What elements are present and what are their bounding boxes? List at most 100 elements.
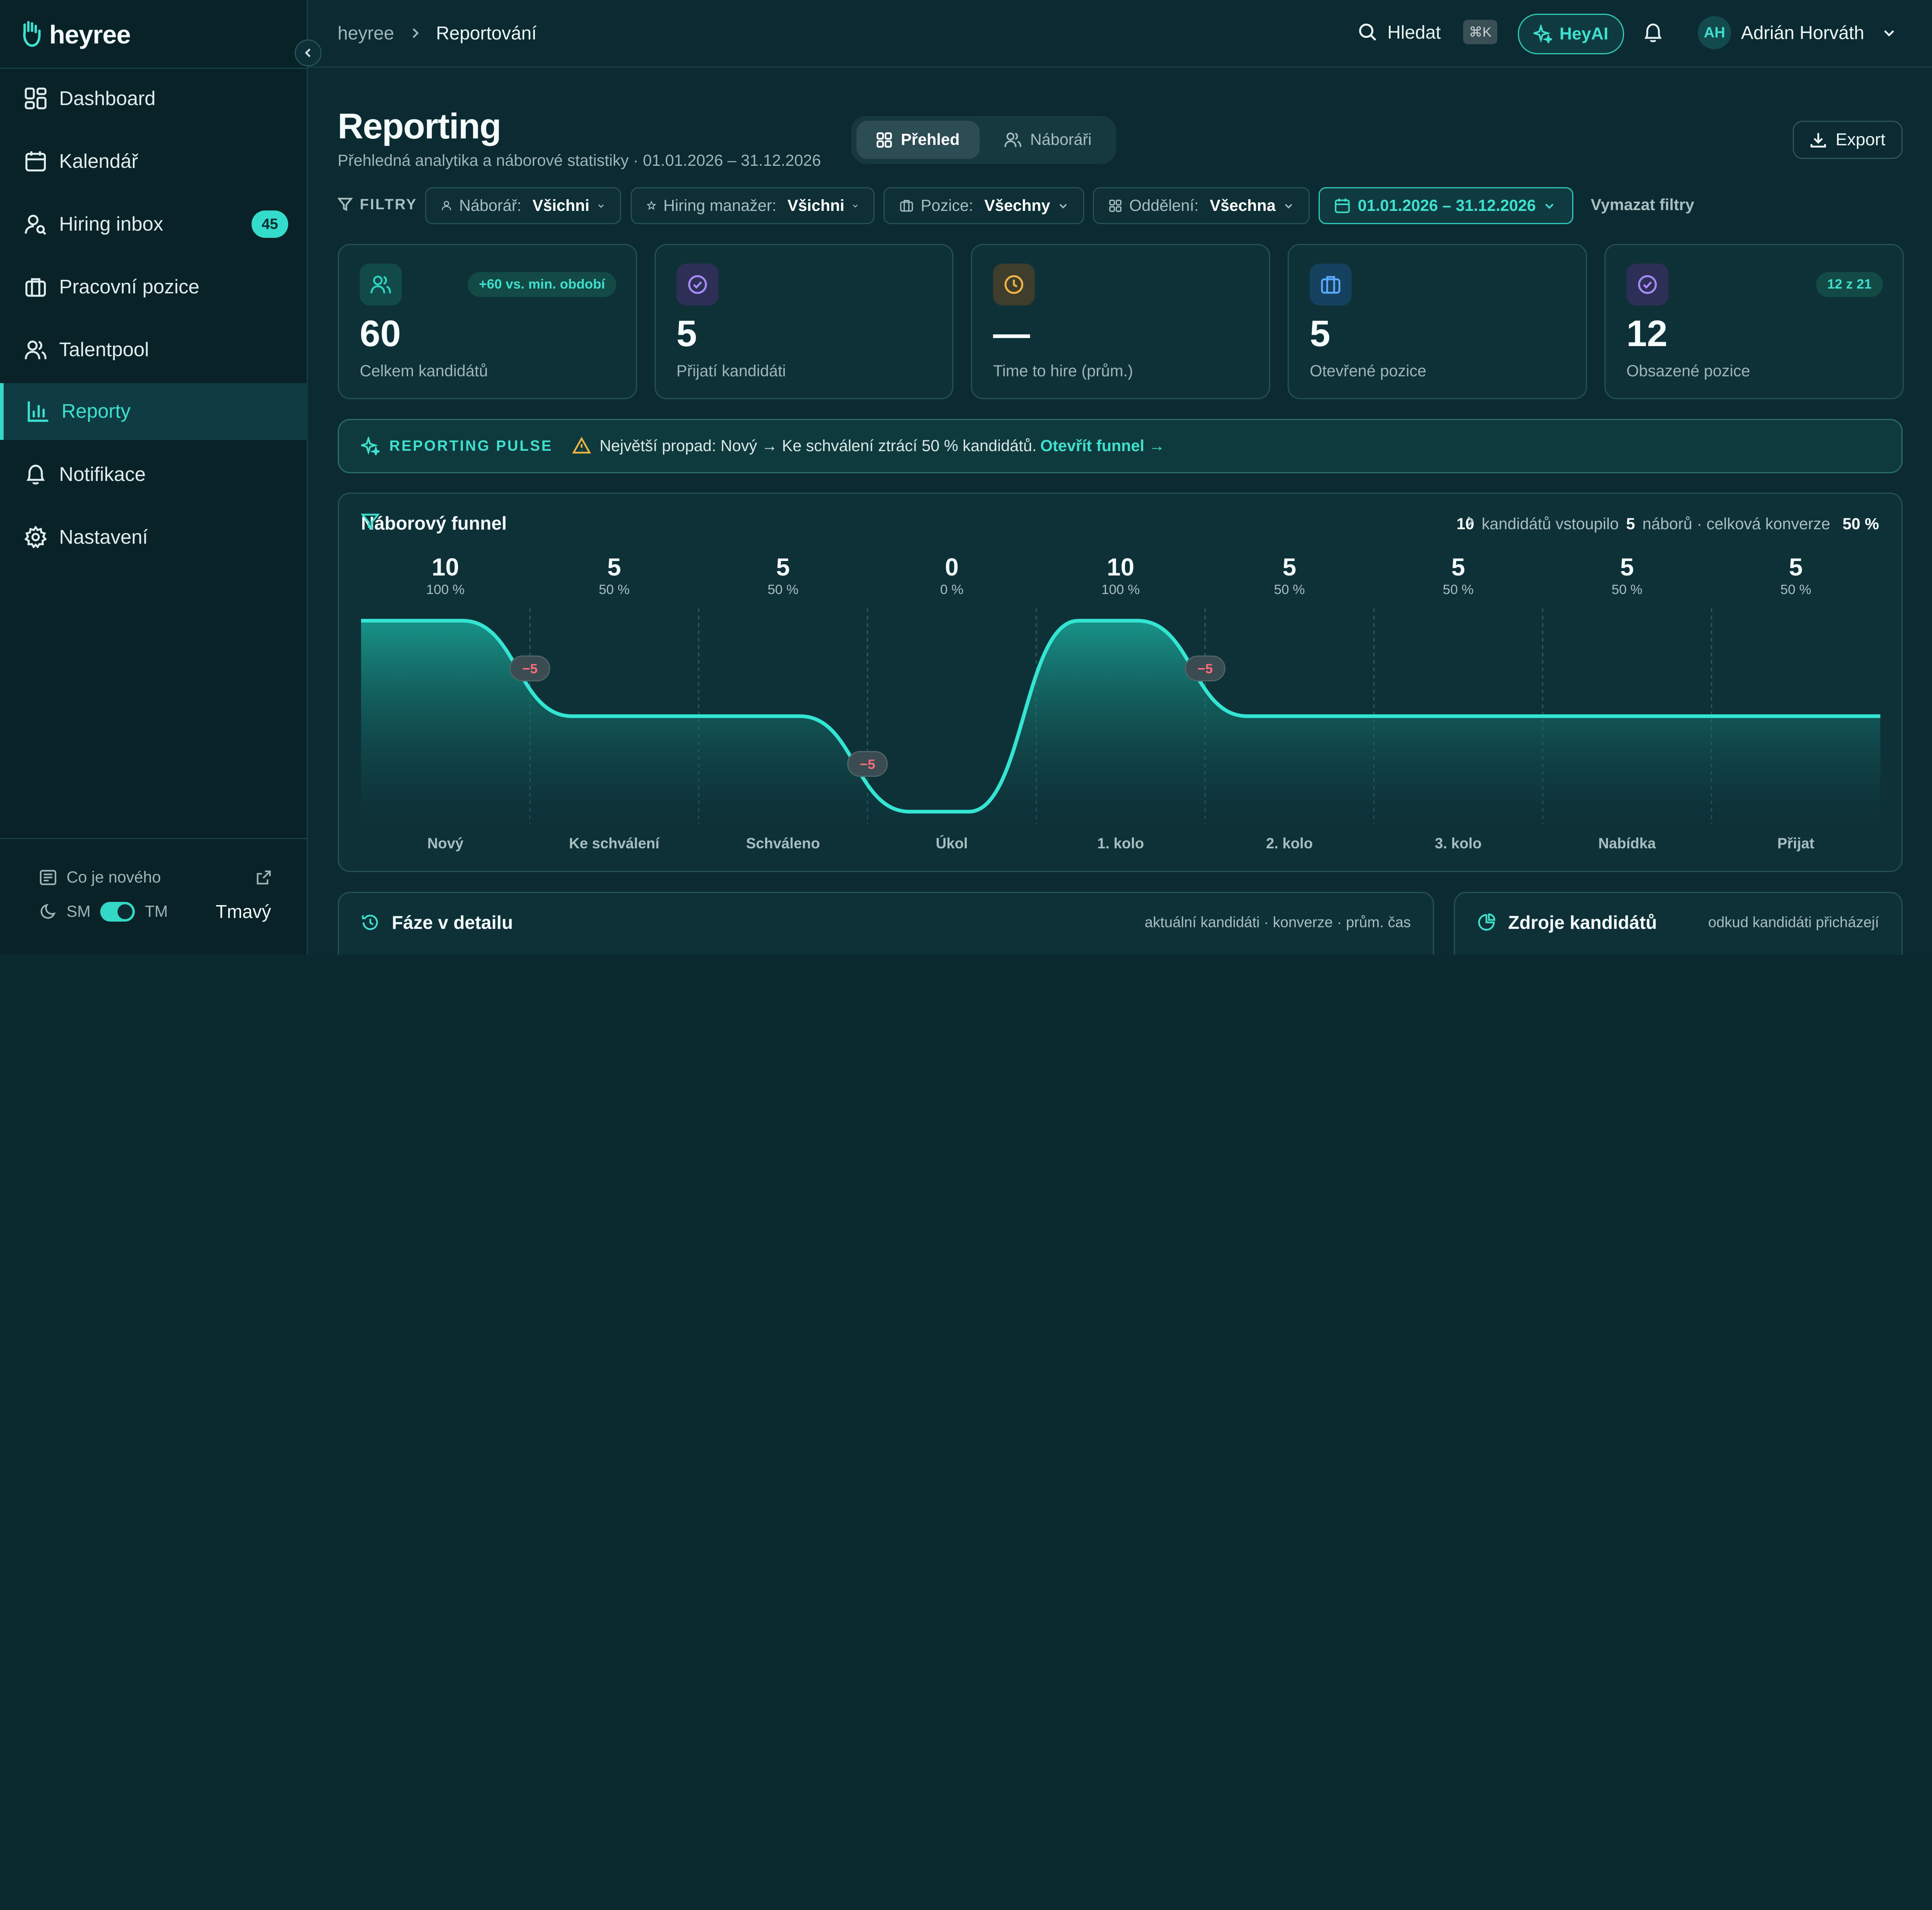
department-filter[interactable]: Oddělení: Všechna [1093, 187, 1310, 225]
search-button[interactable]: Hledat ⌘K [1358, 19, 1498, 45]
funnel-stage-stat: 10 100 % [1036, 553, 1205, 598]
tab-recruiters[interactable]: Náboráři [985, 121, 1111, 159]
dashboard-icon [25, 87, 47, 109]
history-icon [362, 915, 378, 930]
funnel-stage-percent: 50 % [1780, 582, 1811, 598]
candidate-sources-card: Zdroje kandidátů odkud kandidáti přicház… [1454, 892, 1903, 955]
funnel-stage-name[interactable]: Nový [427, 835, 464, 852]
heyai-button[interactable]: HeyAI [1518, 13, 1624, 54]
sidebar-item-notifications[interactable]: Notifikace [0, 446, 308, 503]
search-icon [1359, 23, 1377, 41]
funnel-stage-stat: 5 50 % [1205, 553, 1374, 598]
chevron-down-icon [853, 204, 858, 208]
tab-overview[interactable]: Přehled [856, 120, 980, 159]
kpi-icon-box [359, 264, 402, 306]
kpi-label: Otevřené pozice [1310, 362, 1426, 380]
sidebar-item-positions[interactable]: Pracovní pozice [0, 259, 308, 316]
theme-switcher: SM TM Tmavý [39, 899, 271, 924]
kpi-filled-positions: 12 z 21 12 Obsazené pozice [1604, 244, 1904, 399]
clear-filters-button[interactable]: Vymazat filtry [1591, 196, 1695, 214]
logo-text: heyree [49, 20, 131, 49]
funnel-stage-name[interactable]: 2. kolo [1266, 835, 1313, 852]
user-menu[interactable]: AH Adrián Horváth [1698, 16, 1896, 50]
users-icon [25, 340, 47, 359]
reporting-pulse-banner: REPORTING PULSE Největší propad: Nový → … [337, 419, 1903, 473]
funnel-stage-count: 5 [1451, 553, 1465, 581]
notifications-button[interactable] [1643, 22, 1664, 48]
sidebar-item-label: Reporty [61, 400, 131, 423]
filter-icon [337, 198, 353, 211]
sidebar-item-calendar[interactable]: Kalendář [0, 133, 308, 190]
open-funnel-link[interactable]: Otevřít funnel → [1040, 437, 1165, 455]
clock-icon [1005, 275, 1024, 294]
funnel-stage-name[interactable]: Schváleno [746, 835, 820, 852]
funnel-stage-stat: 5 50 % [1374, 553, 1542, 598]
funnel-stage-count: 5 [607, 553, 621, 581]
chevron-down-icon [1884, 30, 1894, 37]
breadcrumb-current: Reportování [436, 23, 537, 44]
phases-detail-card: Fáze v detailu aktuální kandidáti · konv… [337, 892, 1435, 955]
export-button[interactable]: Export [1793, 120, 1903, 159]
recruiter-filter[interactable]: Náborář: Všichni [425, 187, 621, 225]
sidebar-item-hiring-inbox[interactable]: Hiring inbox 45 [0, 196, 308, 253]
theme-light-label: SM [66, 902, 91, 920]
logo[interactable]: heyree [20, 17, 131, 52]
funnel-stage-name[interactable]: Přijat [1777, 835, 1814, 852]
sidebar-item-settings[interactable]: Nastavení [0, 509, 308, 565]
whats-new-link[interactable]: Co je nového [39, 868, 271, 887]
funnel-stage-name[interactable]: Nabídka [1598, 835, 1656, 852]
funnel-summary: 10 kandidátů vstoupilo 5 náborů · celkov… [1456, 515, 1879, 533]
funnel-stage-name[interactable]: 3. kolo [1435, 835, 1482, 852]
funnel-stage-name[interactable]: Ke schválení [569, 835, 660, 852]
funnel-stage-percent: 50 % [599, 582, 630, 598]
funnel-drop-value: −5 [1197, 662, 1213, 677]
funnel-stage-count: 5 [1282, 553, 1296, 581]
sidebar-item-talentpool[interactable]: Talentpool [0, 322, 308, 378]
calendar-icon [25, 151, 46, 172]
funnel-stage-stat: 5 50 % [530, 553, 698, 598]
heyai-label: HeyAI [1559, 24, 1608, 43]
tab-label: Přehled [901, 130, 960, 149]
breadcrumb-root[interactable]: heyree [337, 23, 394, 44]
sidebar-item-dashboard[interactable]: Dashboard [0, 70, 308, 127]
chevron-right-icon [413, 28, 419, 38]
user-name: Adrián Horváth [1741, 22, 1864, 43]
pie-chart-icon [1478, 914, 1496, 931]
funnel-stage-percent: 50 % [1443, 582, 1474, 598]
funnel-stage-name[interactable]: Úkol [935, 835, 968, 852]
filters-label: FILTRY [337, 196, 417, 213]
hiring-manager-filter[interactable]: Hiring manažer: Všichni [631, 187, 875, 225]
bar-chart-icon [27, 401, 49, 422]
kpi-badge: +60 vs. min. období [468, 272, 616, 297]
funnel-stage-percent: 50 % [1274, 582, 1305, 598]
date-range-filter[interactable]: 01.01.2026 – 31.12.2026 [1318, 187, 1574, 225]
kpi-icon-box [1310, 264, 1352, 306]
warning-icon [572, 437, 591, 454]
chevron-down-icon [1284, 204, 1292, 209]
chevron-down-icon [1059, 204, 1067, 208]
kpi-label: Time to hire (prům.) [993, 362, 1133, 380]
sidebar-divider [0, 68, 308, 69]
gear-icon [25, 526, 47, 549]
funnel-stage-count: 10 [1107, 553, 1135, 581]
position-filter[interactable]: Pozice: Všechny [883, 187, 1084, 225]
sidebar: heyree Dashboard Kalendář Hiring inbox 4… [0, 0, 308, 955]
sources-title: Zdroje kandidátů [1477, 912, 1657, 933]
filter-icon [361, 514, 380, 530]
funnel-stage-stat: 5 50 % [699, 553, 867, 598]
breadcrumb: heyree Reportování [338, 22, 537, 44]
sources-subtitle: odkud kandidáti přicházejí [1708, 914, 1879, 931]
chevron-down-icon [1545, 204, 1554, 209]
kpi-value: — [993, 313, 1030, 355]
funnel-stage-name[interactable]: 1. kolo [1097, 835, 1144, 852]
check-circle-icon [1638, 275, 1657, 294]
theme-toggle[interactable] [100, 901, 135, 922]
sidebar-item-reports[interactable]: Reporty [0, 383, 308, 440]
sidebar-item-label: Hiring inbox [59, 213, 163, 235]
moon-icon [40, 903, 56, 919]
sidebar-collapse-button[interactable] [294, 39, 322, 67]
funnel-title: Náborový funnel [361, 513, 507, 534]
search-shortcut: ⌘K [1463, 19, 1498, 45]
funnel-stage-stat: 10 100 % [361, 553, 530, 598]
external-link-icon [256, 870, 271, 885]
